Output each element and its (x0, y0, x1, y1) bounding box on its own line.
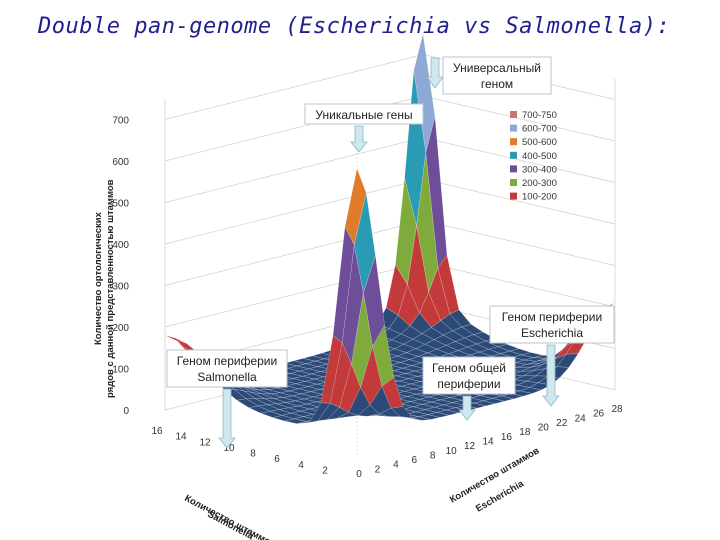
callout-universal-line1: Универсальный (453, 61, 541, 75)
legend-swatch (510, 192, 517, 200)
z-tick-label: 100 (112, 365, 129, 376)
z-tick-label: 0 (123, 406, 129, 417)
callout-salmonella-line1: Геном периферии (177, 354, 277, 368)
callout-universal-genome: Универсальный геном (426, 56, 552, 95)
x-tick-label: 8 (430, 450, 436, 461)
y-tick-label: 16 (151, 426, 163, 437)
y-axis-ticks: 2 4 6 8 10 12 14 16 (151, 426, 328, 476)
callout-universal-arrow (426, 57, 444, 89)
callout-salmonella-line2: Salmonella (197, 370, 257, 384)
callout-common-periphery: Геном общей периферии (422, 356, 516, 421)
x-tick-label: 26 (593, 409, 605, 420)
surface-cell (344, 167, 367, 246)
legend: 700-750 600-700 500-600 400-500 300-400 200-3… (510, 110, 557, 203)
legend-swatch (510, 111, 517, 118)
legend-entry-label: 100-200 (522, 192, 557, 203)
legend-swatch (510, 124, 517, 132)
legend-swatch (510, 151, 517, 159)
callout-universal-box (442, 56, 552, 95)
z-tick-label: 600 (112, 157, 129, 168)
z-tick-label: 500 (112, 199, 129, 210)
x-tick-label: 4 (393, 460, 399, 471)
z-tick-label: 200 (112, 323, 129, 334)
z-tick-label: 400 (112, 240, 129, 251)
callout-escherichia-periphery: Геном периферии Escherichia (489, 305, 615, 407)
y-axis-label-line1: Количество штаммов (183, 493, 278, 540)
x-tick-label: 2 (375, 464, 381, 475)
y-tick-label: 14 (175, 432, 187, 443)
legend-swatch (510, 179, 517, 186)
x-tick-label: 28 (611, 404, 623, 415)
z-tick-label: 700 (112, 116, 129, 127)
callout-unique-line1: Уникальные гены (315, 108, 412, 122)
slide-title: Double pan-genome (Escherichia vs Salmon… (38, 14, 671, 39)
legend-entry-label: 300-400 (522, 164, 557, 175)
callout-salmonella-periphery: Геном периферии Salmonella (166, 349, 288, 449)
callout-escherichia-box (489, 305, 615, 344)
y-tick-label: 8 (250, 449, 256, 460)
surface-cell (164, 335, 187, 344)
x-tick-label: 14 (482, 437, 494, 448)
callout-escherichia-arrow (542, 344, 560, 407)
legend-entry-label: 700-750 (522, 110, 557, 121)
z-axis-ticks: 0 100 200 300 400 500 600 700 (112, 116, 129, 418)
z-axis-label-line1: Количество ортологических (93, 211, 104, 345)
z-tick-label: 300 (112, 282, 129, 293)
callout-escherichia-line2: Escherichia (521, 326, 583, 340)
callout-common-line2: периферии (437, 377, 500, 391)
x-tick-label: 20 (538, 423, 550, 434)
callout-common-line1: Геном общей (432, 361, 506, 375)
legend-entry-label: 400-500 (522, 151, 557, 162)
x-tick-label: 6 (412, 455, 418, 466)
x-tick-label: 18 (519, 427, 531, 438)
callout-salmonella-box (166, 349, 288, 388)
y-tick-label: 4 (298, 460, 304, 471)
callout-salmonella-arrow (218, 388, 236, 449)
legend-entry-label: 200-300 (522, 178, 557, 189)
x-tick-label: 16 (501, 432, 513, 443)
x-tick-label: 0 (356, 469, 362, 480)
legend-entry-label: 600-700 (522, 124, 557, 135)
callout-escherichia-line1: Геном периферии (502, 310, 602, 324)
callout-common-box (422, 356, 516, 395)
grid-line (164, 220, 616, 286)
callout-unique-arrow (350, 125, 368, 153)
callout-unique-genes: Уникальные гены (304, 103, 424, 153)
z-axis-label-line2: рядов с данной представленностью штаммов (105, 179, 116, 398)
x-tick-label: 22 (556, 418, 568, 429)
callout-universal-line2: геном (481, 77, 513, 91)
x-tick-label: 12 (464, 441, 476, 452)
callout-unique-box (304, 103, 424, 125)
x-tick-label: 24 (575, 413, 587, 424)
legend-swatch (510, 138, 517, 146)
y-tick-label: 2 (322, 465, 328, 476)
x-tick-label: 10 (446, 446, 458, 457)
callout-common-arrow (458, 395, 476, 421)
x-axis-ticks: 0 2 4 6 8 10 12 14 16 18 20 22 24 26 28 (356, 404, 623, 480)
legend-entry-label: 500-600 (522, 137, 557, 148)
y-tick-label: 12 (199, 437, 211, 448)
legend-swatch (510, 165, 517, 173)
y-tick-label: 6 (274, 454, 280, 465)
y-tick-label: 10 (223, 443, 235, 454)
